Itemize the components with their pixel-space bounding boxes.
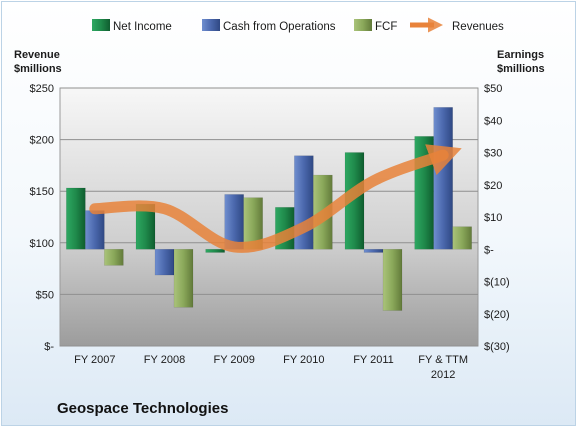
line-revenues xyxy=(89,144,462,253)
grid-lines xyxy=(60,87,478,347)
right-tick-label: $50 xyxy=(484,83,502,95)
left-tick-label: $250 xyxy=(30,83,54,95)
category-label: 2012 xyxy=(431,369,455,381)
bar-cash-from-operations xyxy=(154,249,175,276)
company-name: Geospace Technologies xyxy=(57,400,229,417)
bar-cash-from-operations xyxy=(85,210,105,250)
legend: Net Income Cash from Operations FCF Reve… xyxy=(92,17,504,33)
legend-swatch-net-income xyxy=(92,19,110,31)
right-tick-label: $(30) xyxy=(484,341,510,353)
bar-net-income xyxy=(66,187,86,250)
legend-label-fcf: FCF xyxy=(375,21,397,33)
plot-area xyxy=(59,87,479,347)
legend-label-net-income: Net Income xyxy=(113,21,172,33)
category-label: FY & TTM xyxy=(418,354,468,366)
left-axis-title-line2: $millions xyxy=(14,63,62,75)
right-tick-label: $20 xyxy=(484,180,502,192)
legend-label-cash-from-operations: Cash from Operations xyxy=(223,21,336,33)
legend-label-revenues: Revenues xyxy=(452,21,504,33)
category-label: FY 2008 xyxy=(144,354,185,366)
left-axis-ticks: $250 $200 $150 $100 $50 $- xyxy=(30,83,55,353)
right-axis-title-line2: $millions xyxy=(497,63,545,75)
bar-fcf xyxy=(452,226,472,250)
left-axis-title-line1: Revenue xyxy=(14,49,60,61)
bar-fcf xyxy=(104,249,124,266)
category-label: FY 2007 xyxy=(74,354,115,366)
bar-net-income xyxy=(205,249,225,253)
legend-swatch-cash-from-operations xyxy=(202,19,220,31)
revenue-series xyxy=(89,144,462,253)
left-tick-label: $100 xyxy=(30,238,54,250)
left-tick-label: $150 xyxy=(30,186,54,198)
right-tick-label: $(20) xyxy=(484,309,510,321)
bar-fcf xyxy=(382,249,403,311)
legend-swatch-fcf xyxy=(354,19,372,31)
right-tick-label: $(10) xyxy=(484,277,510,289)
bar-net-income xyxy=(414,136,434,250)
right-tick-label: $30 xyxy=(484,148,502,160)
right-tick-label: $40 xyxy=(484,115,502,127)
right-tick-label: $10 xyxy=(484,212,502,224)
category-labels: FY 2007 FY 2008 FY 2009 FY 2010 FY 2011 FY & … xyxy=(74,354,468,381)
right-axis-ticks: $50 $40 $30 $20 $10 $- $(10) $(20) $(30) xyxy=(484,83,510,353)
category-label: FY 2009 xyxy=(213,354,254,366)
left-tick-label: $50 xyxy=(36,289,54,301)
left-tick-label: $200 xyxy=(30,135,54,147)
category-label: FY 2011 xyxy=(353,354,394,366)
bar-fcf xyxy=(173,249,194,308)
category-label: FY 2010 xyxy=(283,354,324,366)
left-tick-label: $- xyxy=(44,341,54,353)
right-axis-title-line1: Earnings xyxy=(497,49,544,61)
bar-cash-from-operations xyxy=(433,107,453,250)
right-tick-label: $- xyxy=(484,244,494,256)
